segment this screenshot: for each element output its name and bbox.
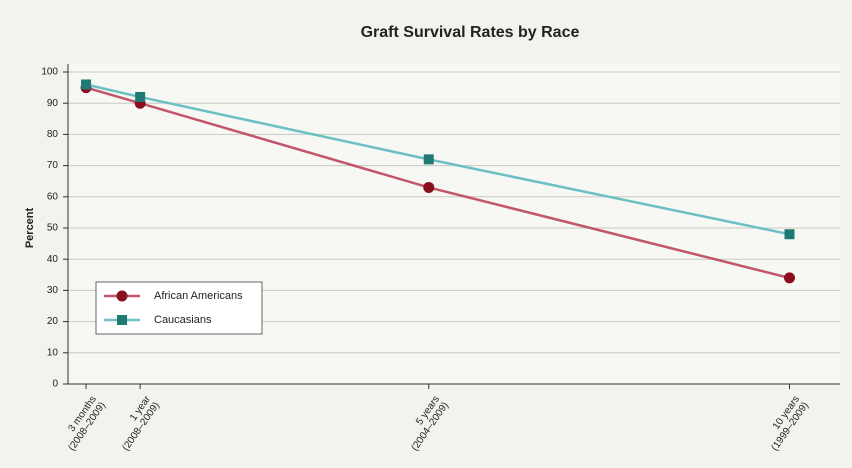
legend-marker bbox=[117, 315, 127, 325]
chart-title: Graft Survival Rates by Race bbox=[361, 24, 580, 41]
y-tick-label: 70 bbox=[47, 160, 59, 171]
y-tick-label: 0 bbox=[52, 379, 58, 390]
y-tick-label: 30 bbox=[47, 285, 59, 296]
data-point bbox=[423, 181, 435, 193]
y-tick-label: 10 bbox=[47, 347, 59, 358]
y-tick-label: 20 bbox=[47, 316, 59, 327]
data-point bbox=[783, 272, 795, 284]
plot-area bbox=[68, 64, 840, 384]
data-point bbox=[81, 79, 92, 90]
legend-box bbox=[95, 281, 263, 335]
y-axis-label: Percent bbox=[24, 207, 36, 248]
data-point bbox=[135, 91, 146, 102]
series-line bbox=[85, 86, 790, 280]
data-point bbox=[423, 154, 434, 165]
legend-marker bbox=[116, 290, 128, 302]
y-tick-label: 80 bbox=[47, 129, 59, 140]
data-point bbox=[784, 229, 795, 240]
y-tick-label: 100 bbox=[41, 67, 58, 78]
legend-label: African Americans bbox=[154, 290, 243, 302]
y-tick-label: 90 bbox=[47, 98, 59, 109]
series-line bbox=[85, 83, 790, 236]
legend-label: Caucasians bbox=[154, 314, 212, 326]
y-tick-label: 40 bbox=[47, 254, 59, 265]
y-tick-label: 60 bbox=[47, 191, 59, 202]
y-tick-label: 50 bbox=[47, 223, 59, 234]
